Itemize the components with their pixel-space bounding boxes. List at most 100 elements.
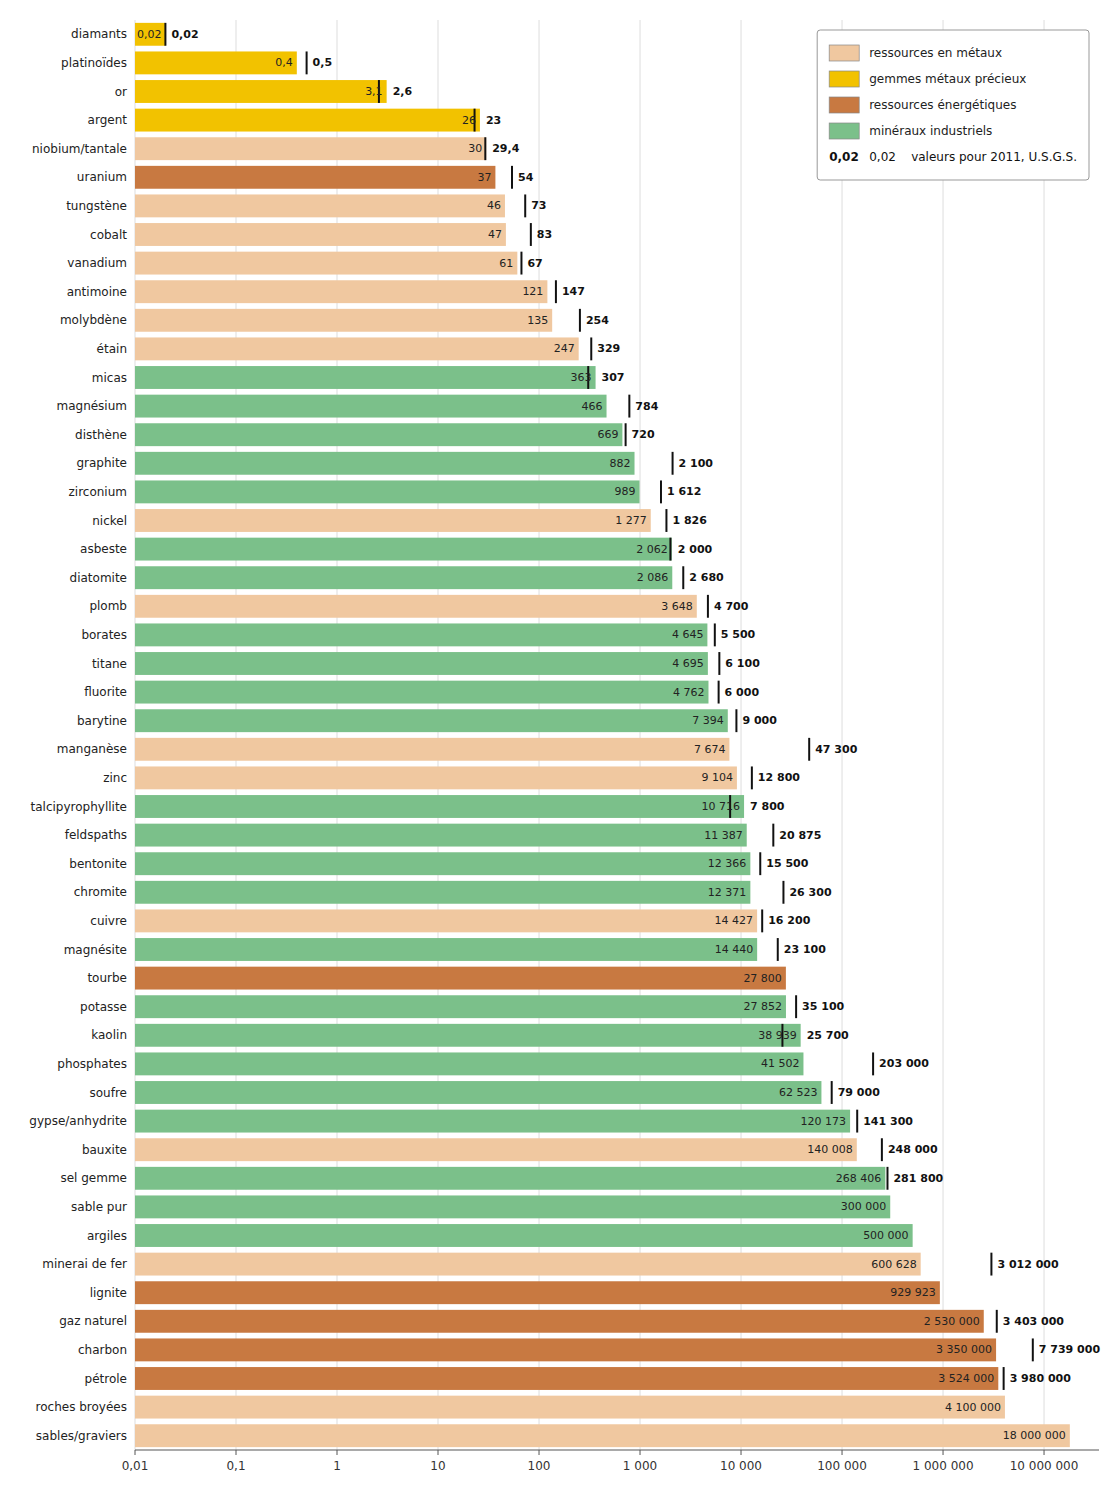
data-label-2011: 26 300 bbox=[789, 886, 831, 899]
data-label: 989 bbox=[615, 485, 636, 498]
data-label: 247 bbox=[554, 342, 575, 355]
bar bbox=[135, 795, 744, 818]
bar bbox=[135, 423, 622, 446]
bar bbox=[135, 252, 517, 275]
value-2011-marker bbox=[625, 423, 627, 446]
value-2011-marker bbox=[665, 509, 667, 532]
y-axis: diamantsplatinoïdesorargentniobium/tanta… bbox=[29, 27, 127, 1442]
data-label: 1 277 bbox=[615, 514, 647, 527]
legend-swatch bbox=[829, 71, 859, 87]
data-label: 363 bbox=[571, 371, 592, 384]
data-label-2011: 47 300 bbox=[815, 743, 857, 756]
data-label: 12 371 bbox=[708, 886, 747, 899]
data-label-2011: 1 612 bbox=[667, 485, 701, 498]
data-label-2011: 20 875 bbox=[779, 829, 821, 842]
category-label: fluorite bbox=[84, 685, 127, 699]
value-2011-marker bbox=[484, 137, 486, 160]
data-label: 466 bbox=[582, 400, 603, 413]
x-axis: 0,010,11101001 00010 000100 0001 000 000… bbox=[122, 1450, 1099, 1473]
data-labels: 0,020,020,40,53,12,626233029,43754467347… bbox=[137, 28, 1100, 1442]
category-label: disthène bbox=[75, 428, 127, 442]
bar bbox=[135, 395, 607, 418]
data-label-2011: 203 000 bbox=[879, 1057, 929, 1070]
category-label: manganèse bbox=[57, 742, 127, 756]
data-label: 18 000 000 bbox=[1003, 1429, 1066, 1442]
data-label: 26 bbox=[462, 114, 476, 127]
data-label: 268 406 bbox=[836, 1172, 882, 1185]
data-label-2011: 3 980 000 bbox=[1010, 1372, 1072, 1385]
data-label: 46 bbox=[487, 199, 501, 212]
data-label: 882 bbox=[610, 457, 631, 470]
legend-swatch bbox=[829, 97, 859, 113]
value-2011-marker bbox=[881, 1138, 883, 1161]
tick-label: 10 000 000 bbox=[1010, 1459, 1079, 1473]
grid-line bbox=[943, 20, 944, 1450]
data-label-2011: 0,5 bbox=[313, 56, 333, 69]
value-2011-marker bbox=[856, 1110, 858, 1133]
data-label: 120 173 bbox=[801, 1115, 847, 1128]
bar bbox=[135, 1024, 801, 1047]
category-label: talcipyrophyllite bbox=[31, 800, 127, 814]
data-label: 2 086 bbox=[637, 571, 669, 584]
data-label: 14 427 bbox=[715, 914, 754, 927]
tick-mark bbox=[135, 1450, 136, 1455]
bar bbox=[135, 1338, 996, 1361]
value-2011-marker bbox=[590, 337, 592, 360]
data-label: 2 062 bbox=[636, 543, 668, 556]
bar bbox=[135, 1081, 821, 1104]
category-label: magnésite bbox=[64, 943, 127, 957]
category-label: molybdène bbox=[60, 313, 127, 327]
value-2011-marker bbox=[735, 709, 737, 732]
data-label: 300 000 bbox=[841, 1200, 887, 1213]
bar bbox=[135, 909, 757, 932]
data-label-2011: 4 700 bbox=[714, 600, 749, 613]
value-2011-marker bbox=[886, 1167, 888, 1190]
tick-label: 100 000 bbox=[817, 1459, 867, 1473]
data-label: 41 502 bbox=[761, 1057, 800, 1070]
bar bbox=[135, 1052, 803, 1075]
data-label-2011: 5 500 bbox=[721, 628, 756, 641]
value-2011-marker bbox=[718, 652, 720, 675]
data-label-2011: 67 bbox=[527, 257, 542, 270]
legend-label: minéraux industriels bbox=[869, 124, 992, 138]
data-label: 10 716 bbox=[702, 800, 741, 813]
tick-mark bbox=[842, 1450, 843, 1455]
category-label: potasse bbox=[80, 1000, 127, 1014]
bar bbox=[135, 1167, 885, 1190]
value-2011-marker bbox=[1003, 1367, 1005, 1390]
category-label: bauxite bbox=[82, 1143, 127, 1157]
bar bbox=[135, 1224, 913, 1247]
data-label: 62 523 bbox=[779, 1086, 818, 1099]
category-label: tourbe bbox=[87, 971, 127, 985]
category-label: barytine bbox=[77, 714, 127, 728]
value-2011-marker bbox=[751, 766, 753, 789]
data-label: 3 524 000 bbox=[938, 1372, 994, 1385]
category-label: bentonite bbox=[69, 857, 127, 871]
data-label-2011: 248 000 bbox=[888, 1143, 938, 1156]
value-2011-marker bbox=[761, 909, 763, 932]
bar bbox=[135, 194, 505, 217]
data-label: 4 762 bbox=[673, 686, 705, 699]
category-label: graphite bbox=[76, 456, 127, 470]
bar bbox=[135, 595, 697, 618]
bar bbox=[135, 1310, 984, 1333]
data-label-2011: 23 100 bbox=[784, 943, 826, 956]
tick-mark bbox=[741, 1450, 742, 1455]
data-label-2011: 1 826 bbox=[672, 514, 707, 527]
axis-line bbox=[135, 1450, 1099, 1451]
data-label-2011: 329 bbox=[597, 342, 620, 355]
value-2011-marker bbox=[660, 480, 662, 503]
category-label: cuivre bbox=[90, 914, 127, 928]
data-label-2011: 2 100 bbox=[679, 457, 714, 470]
data-label-2011: 2,6 bbox=[393, 85, 413, 98]
data-label: 500 000 bbox=[863, 1229, 909, 1242]
bar bbox=[135, 480, 640, 503]
tick-mark bbox=[438, 1450, 439, 1455]
value-2011-marker bbox=[772, 824, 774, 847]
value-2011-marker bbox=[1032, 1338, 1034, 1361]
grid bbox=[135, 20, 1044, 1450]
tick-label: 1 000 bbox=[623, 1459, 657, 1473]
data-label: 47 bbox=[488, 228, 502, 241]
data-label: 600 628 bbox=[871, 1258, 917, 1271]
tick-mark bbox=[337, 1450, 338, 1455]
